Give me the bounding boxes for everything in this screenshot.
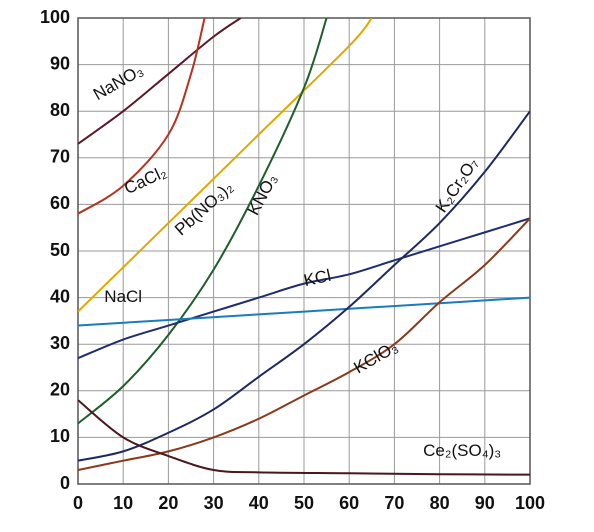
solubility-curve	[78, 110, 530, 462]
y-tick-label: 40	[50, 286, 70, 306]
series-label: KNO₃	[244, 171, 281, 219]
series-label: NaNO₃	[90, 61, 146, 105]
solubility-curve	[78, 18, 206, 215]
solubility-curve	[78, 296, 530, 327]
series-label: NaCl	[104, 287, 142, 306]
x-tick-label: 50	[294, 493, 314, 513]
solubility-curve	[78, 217, 530, 360]
y-tick-label: 100	[40, 7, 70, 27]
y-tick-label: 90	[50, 53, 70, 73]
solubility-curve	[78, 18, 328, 425]
y-tick-label: 0	[60, 473, 70, 493]
plot-lines	[78, 18, 530, 476]
y-tick-label: 60	[50, 193, 70, 213]
solubility-curve	[78, 217, 530, 471]
series-label: KCl	[302, 266, 333, 290]
x-tick-label: 60	[339, 493, 359, 513]
series-label: Pb(NO₃)₂	[171, 177, 237, 239]
solubility-curve	[78, 18, 373, 313]
y-tick-label: 30	[50, 333, 70, 353]
solubility-curve	[78, 18, 242, 145]
y-tick-label: 80	[50, 100, 70, 120]
y-tick-label: 10	[50, 426, 70, 446]
x-tick-label: 10	[113, 493, 133, 513]
x-tick-label: 20	[158, 493, 178, 513]
plot-frame	[77, 17, 531, 485]
x-tick-label: 0	[73, 493, 83, 513]
x-tick-label: 40	[249, 493, 269, 513]
y-tick-label: 50	[50, 240, 70, 260]
x-tick-label: 30	[204, 493, 224, 513]
y-tick-label: 20	[50, 380, 70, 400]
series-label: Ce₂(SO₄)₃	[423, 441, 501, 460]
x-tick-label: 70	[384, 493, 404, 513]
series-label: CaCl₂	[121, 162, 169, 198]
series-label: KClO₃	[350, 337, 401, 377]
x-tick-label: 80	[430, 493, 450, 513]
y-tick-label: 70	[50, 147, 70, 167]
x-tick-label: 100	[515, 493, 545, 513]
x-tick-label: 90	[475, 493, 495, 513]
solubility-curve	[78, 399, 530, 476]
